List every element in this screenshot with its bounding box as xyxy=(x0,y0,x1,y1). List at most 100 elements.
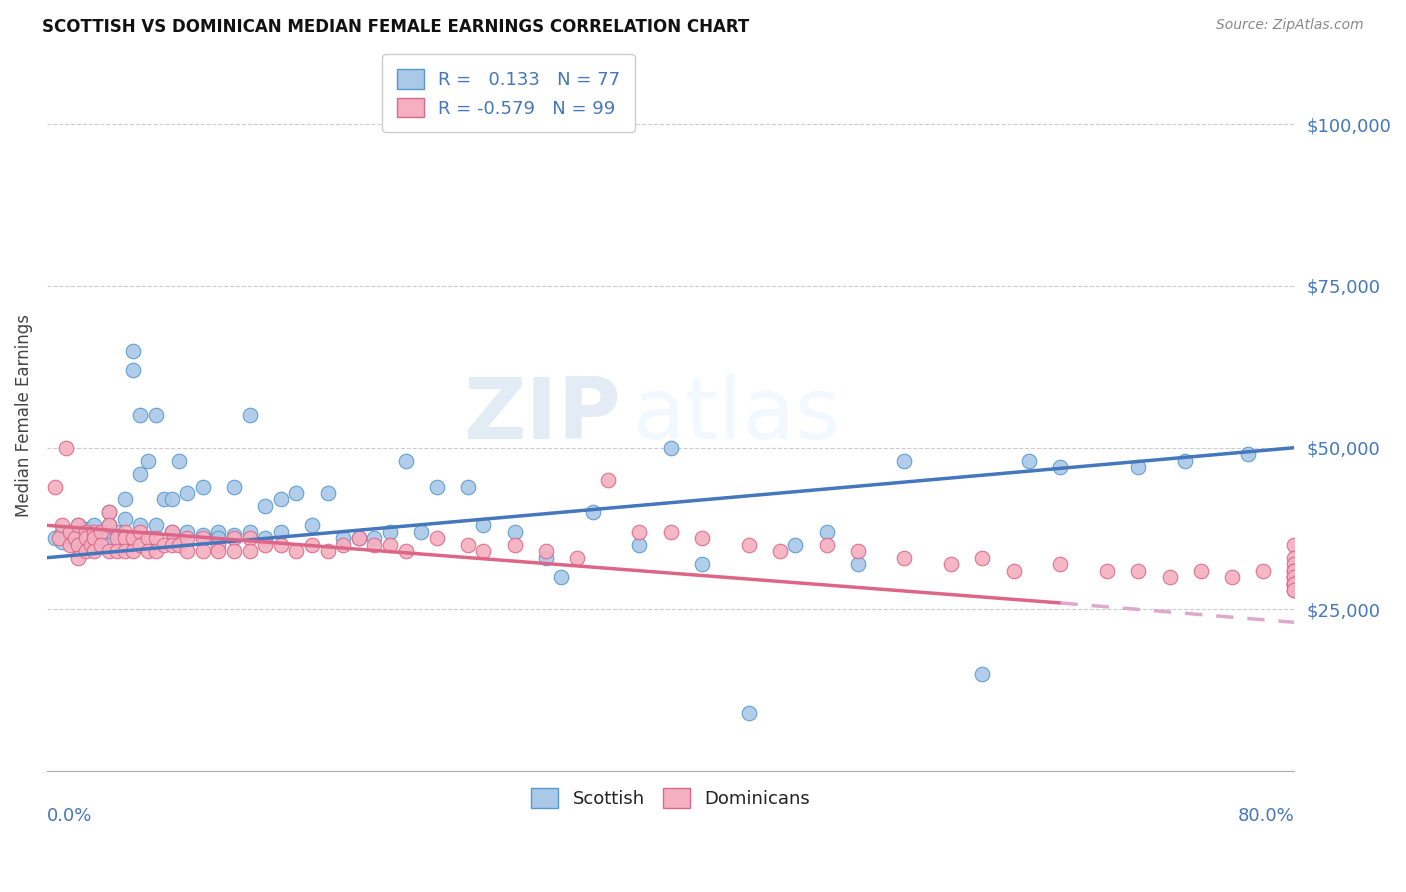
Point xyxy=(160,524,183,539)
Point xyxy=(67,550,90,565)
Point xyxy=(1251,564,1274,578)
Point xyxy=(426,531,449,545)
Point xyxy=(67,538,90,552)
Point xyxy=(114,512,136,526)
Point xyxy=(628,538,651,552)
Point xyxy=(75,531,97,545)
Point xyxy=(1284,564,1306,578)
Point xyxy=(550,570,572,584)
Point xyxy=(254,531,277,545)
Point xyxy=(121,363,143,377)
Point xyxy=(191,528,214,542)
Point xyxy=(153,538,176,552)
Point xyxy=(426,479,449,493)
Point xyxy=(1049,557,1071,571)
Point xyxy=(1002,564,1025,578)
Point xyxy=(239,544,262,558)
Y-axis label: Median Female Earnings: Median Female Earnings xyxy=(15,314,32,516)
Point xyxy=(1284,570,1306,584)
Point xyxy=(285,486,308,500)
Point xyxy=(239,531,262,545)
Point xyxy=(176,544,198,558)
Point xyxy=(1284,576,1306,591)
Point xyxy=(1284,582,1306,597)
Point xyxy=(59,528,82,542)
Point xyxy=(75,544,97,558)
Point xyxy=(394,453,416,467)
Point xyxy=(191,531,214,545)
Point xyxy=(1284,557,1306,571)
Point xyxy=(160,492,183,507)
Point xyxy=(98,528,121,542)
Point xyxy=(1284,564,1306,578)
Point xyxy=(145,544,167,558)
Point xyxy=(51,524,73,539)
Point xyxy=(378,524,401,539)
Point xyxy=(129,467,152,481)
Point xyxy=(44,531,66,545)
Point xyxy=(769,544,792,558)
Point xyxy=(98,518,121,533)
Point xyxy=(254,499,277,513)
Point xyxy=(472,544,495,558)
Point xyxy=(75,522,97,536)
Point xyxy=(136,453,159,467)
Point xyxy=(628,524,651,539)
Point xyxy=(121,544,143,558)
Point xyxy=(222,479,245,493)
Point xyxy=(1284,576,1306,591)
Point xyxy=(737,538,759,552)
Point xyxy=(51,518,73,533)
Point xyxy=(129,518,152,533)
Point xyxy=(1018,453,1040,467)
Point xyxy=(83,518,105,533)
Point xyxy=(98,538,121,552)
Point xyxy=(169,453,191,467)
Point xyxy=(145,531,167,545)
Point xyxy=(1284,570,1306,584)
Point xyxy=(347,531,370,545)
Point xyxy=(207,524,229,539)
Point xyxy=(114,544,136,558)
Point xyxy=(83,524,105,539)
Point xyxy=(347,531,370,545)
Point xyxy=(114,531,136,545)
Point xyxy=(534,544,557,558)
Point xyxy=(75,531,97,545)
Point xyxy=(129,409,152,423)
Point xyxy=(472,518,495,533)
Point xyxy=(114,492,136,507)
Point xyxy=(846,544,869,558)
Point xyxy=(254,538,277,552)
Point xyxy=(98,518,121,533)
Point xyxy=(1284,582,1306,597)
Point xyxy=(239,524,262,539)
Text: ZIP: ZIP xyxy=(463,374,620,457)
Point xyxy=(815,524,838,539)
Point xyxy=(582,505,605,519)
Point xyxy=(75,524,97,539)
Point xyxy=(191,544,214,558)
Point xyxy=(893,550,915,565)
Point xyxy=(169,538,191,552)
Point xyxy=(79,538,101,552)
Point xyxy=(153,492,176,507)
Point xyxy=(160,524,183,539)
Point xyxy=(316,486,339,500)
Point xyxy=(90,531,112,545)
Point xyxy=(1128,460,1150,475)
Point xyxy=(239,409,262,423)
Point xyxy=(98,544,121,558)
Point xyxy=(222,528,245,542)
Point xyxy=(785,538,807,552)
Point xyxy=(114,524,136,539)
Point xyxy=(222,531,245,545)
Point xyxy=(534,550,557,565)
Point xyxy=(145,409,167,423)
Point xyxy=(59,538,82,552)
Point xyxy=(44,479,66,493)
Point xyxy=(1159,570,1181,584)
Point xyxy=(1049,460,1071,475)
Point xyxy=(67,538,90,552)
Point xyxy=(1284,570,1306,584)
